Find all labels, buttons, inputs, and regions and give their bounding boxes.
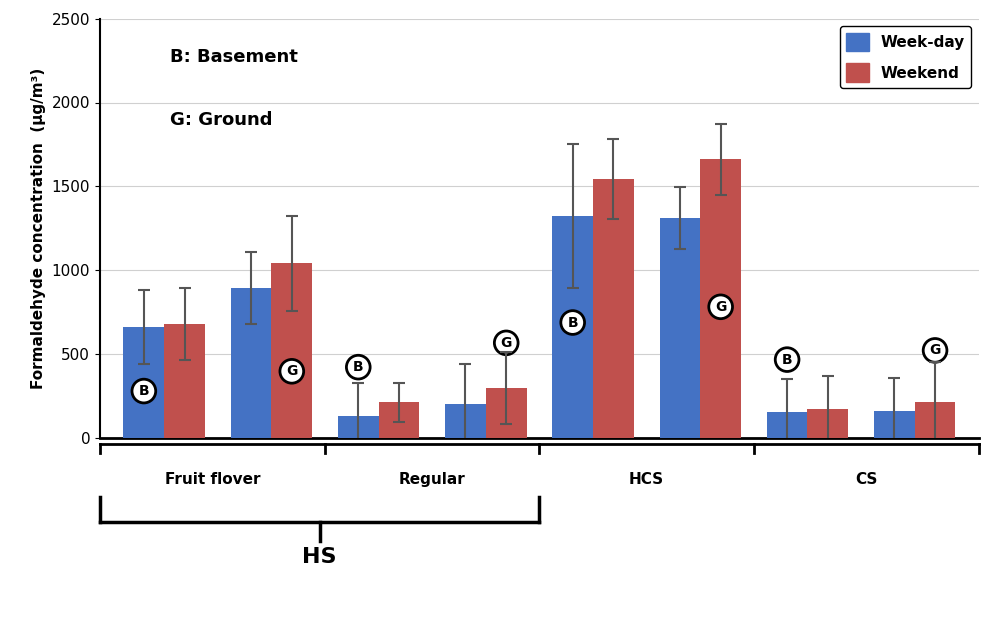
Text: B: B bbox=[353, 360, 364, 374]
Bar bbox=[446, 404, 486, 437]
Text: Regular: Regular bbox=[399, 472, 466, 487]
Bar bbox=[807, 409, 848, 437]
Bar bbox=[915, 402, 955, 437]
Bar bbox=[659, 218, 700, 438]
Bar bbox=[486, 388, 526, 438]
Bar bbox=[593, 179, 633, 438]
Text: G: Ground: G: Ground bbox=[170, 111, 273, 129]
Text: G: G bbox=[500, 336, 511, 350]
Bar bbox=[164, 324, 205, 437]
Text: HCS: HCS bbox=[629, 472, 664, 487]
Bar bbox=[231, 288, 272, 438]
Text: G: G bbox=[286, 364, 298, 378]
Text: Fruit flover: Fruit flover bbox=[165, 472, 260, 487]
Text: B: Basement: B: Basement bbox=[170, 48, 298, 66]
Text: B: B bbox=[782, 352, 792, 367]
Text: CS: CS bbox=[855, 472, 878, 487]
Bar bbox=[379, 402, 420, 437]
Text: HS: HS bbox=[303, 547, 337, 567]
Text: G: G bbox=[929, 343, 941, 357]
Bar bbox=[700, 159, 741, 437]
Bar bbox=[767, 411, 807, 437]
Legend: Week-day, Weekend: Week-day, Weekend bbox=[840, 26, 971, 88]
Bar bbox=[338, 416, 379, 437]
Bar bbox=[124, 327, 164, 437]
Text: B: B bbox=[567, 316, 578, 329]
Text: B: B bbox=[139, 384, 149, 398]
Bar bbox=[552, 216, 593, 438]
Y-axis label: Formaldehyde concentration  (μg/m³): Formaldehyde concentration (μg/m³) bbox=[31, 68, 46, 389]
Bar bbox=[874, 411, 915, 437]
Bar bbox=[272, 263, 312, 438]
Text: G: G bbox=[715, 300, 726, 314]
